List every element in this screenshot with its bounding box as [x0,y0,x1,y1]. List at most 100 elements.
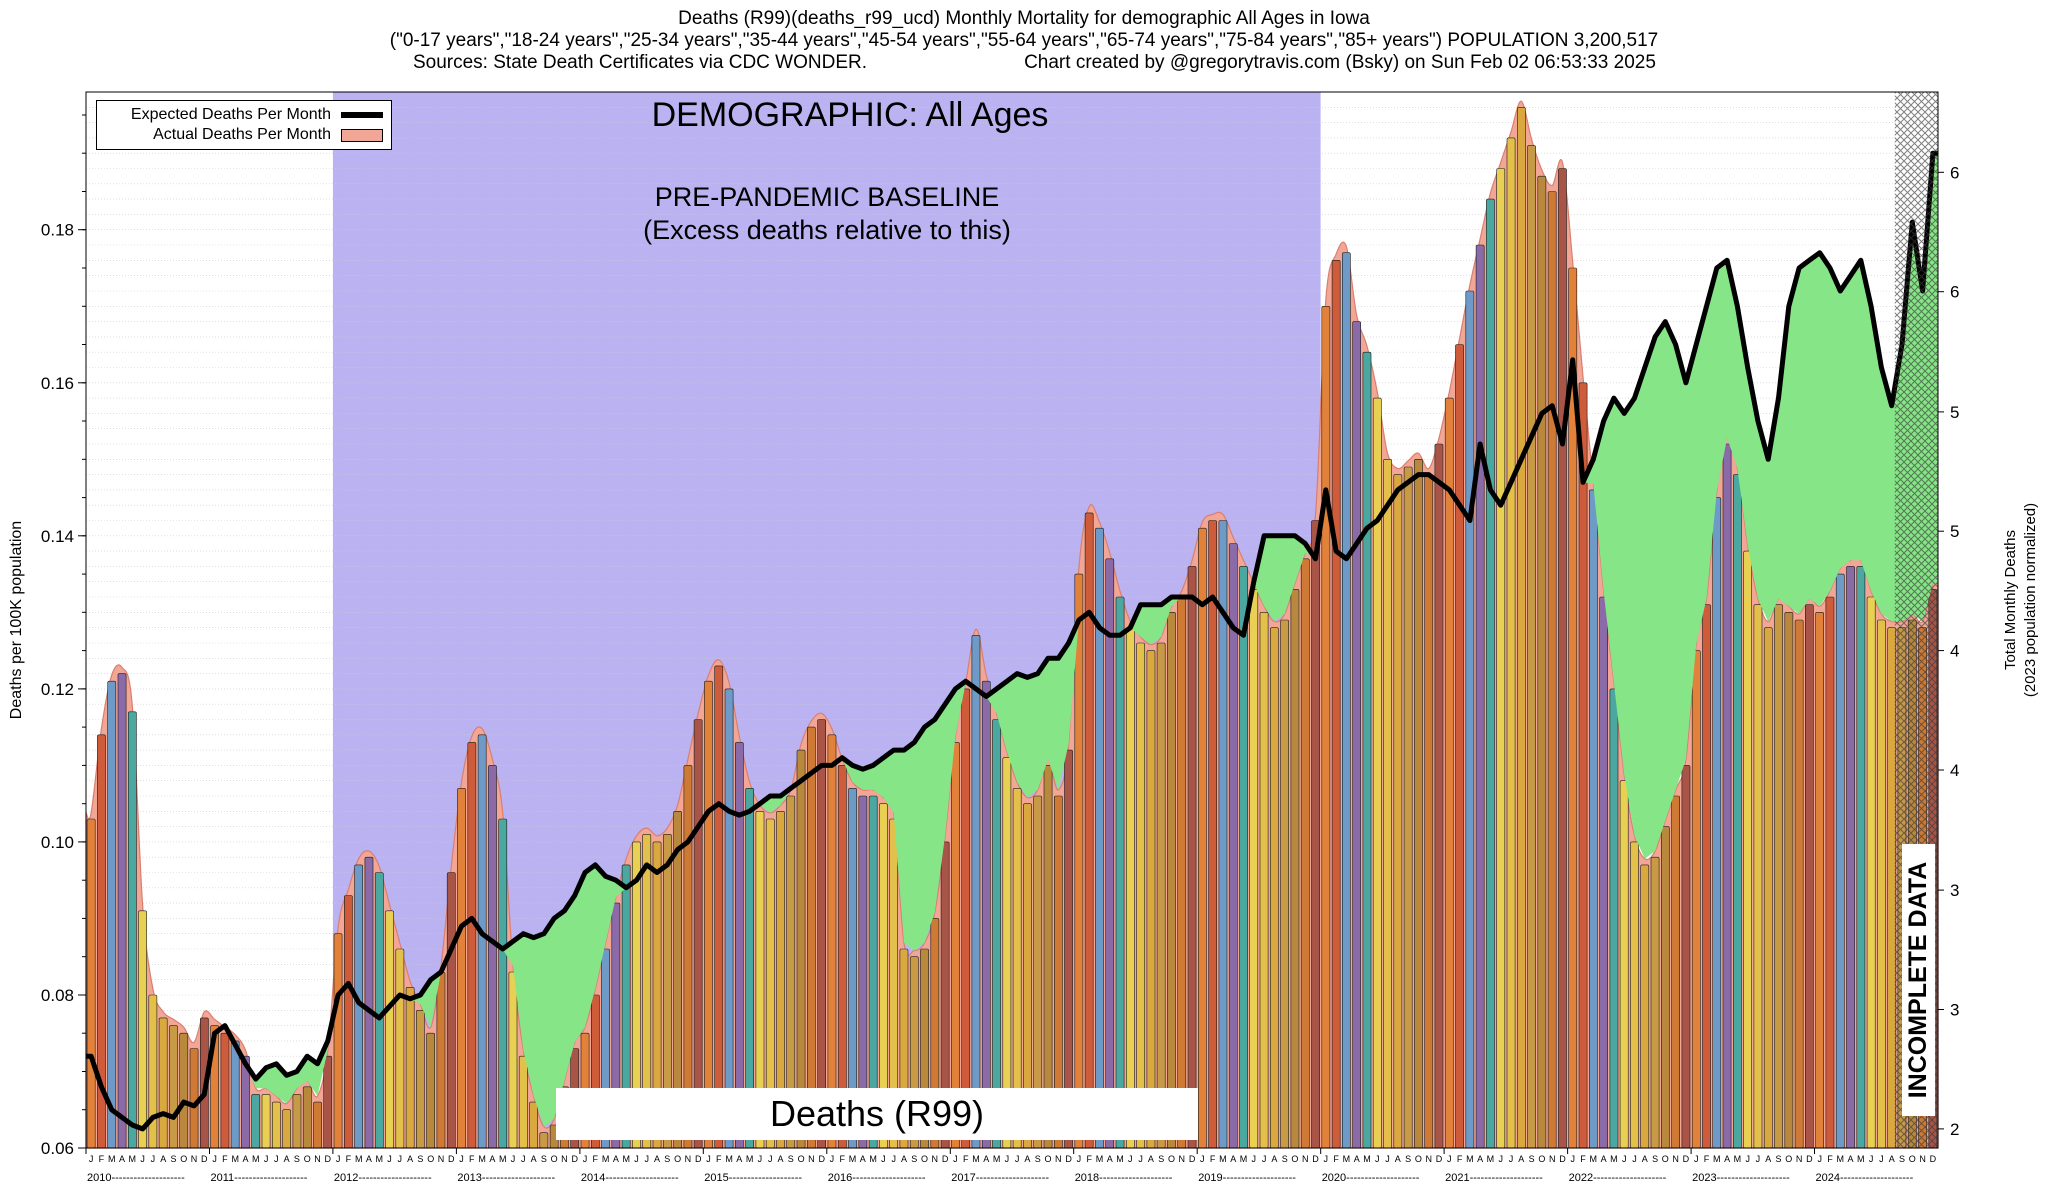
svg-text:A: A [1230,1154,1236,1164]
svg-text:S: S [1775,1154,1781,1164]
svg-text:J: J [151,1154,156,1164]
expected-line [86,150,1938,1132]
svg-text:J: J [1632,1154,1637,1164]
svg-text:3: 3 [1950,881,1959,900]
svg-text:2023--------------------: 2023-------------------- [1692,1172,1790,1184]
svg-text:J: J [264,1154,269,1164]
incomplete-data-label: INCOMPLETE DATA [1902,844,1935,1116]
svg-text:A: A [860,1154,866,1164]
svg-text:N: N [1302,1154,1309,1164]
svg-text:O: O [1909,1154,1916,1164]
svg-text:J: J [1015,1154,1020,1164]
svg-text:F: F [222,1154,228,1164]
svg-text:S: S [541,1154,547,1164]
svg-text:2021--------------------: 2021-------------------- [1445,1172,1543,1184]
right-axis-title-line2: (2023 population normalized) [2022,502,2039,698]
svg-text:A: A [1765,1154,1771,1164]
svg-text:J: J [881,1154,886,1164]
svg-text:2014--------------------: 2014-------------------- [581,1172,679,1184]
svg-text:N: N [438,1154,445,1164]
svg-text:M: M [993,1154,1001,1164]
svg-text:J: J [1128,1154,1133,1164]
svg-text:J: J [768,1154,773,1164]
svg-text:6: 6 [1950,163,1959,182]
svg-text:0.16: 0.16 [41,374,74,393]
svg-text:O: O [921,1154,928,1164]
svg-text:N: N [191,1154,198,1164]
svg-text:2011--------------------: 2011-------------------- [211,1172,308,1184]
svg-text:M: M [1219,1154,1227,1164]
svg-text:J: J [706,1154,711,1164]
svg-text:F: F [593,1154,599,1164]
svg-text:0.14: 0.14 [41,527,74,546]
svg-text:A: A [1642,1154,1648,1164]
svg-text:D: D [942,1154,949,1164]
svg-text:J: J [387,1154,392,1164]
svg-text:A: A [366,1154,372,1164]
svg-text:2016--------------------: 2016-------------------- [828,1172,926,1184]
svg-text:N: N [1425,1154,1432,1164]
svg-text:O: O [798,1154,805,1164]
svg-text:J: J [459,1154,464,1164]
svg-text:M: M [1857,1154,1865,1164]
svg-text:M: M [1837,1154,1845,1164]
svg-text:F: F [469,1154,475,1164]
svg-text:J: J [1694,1154,1699,1164]
svg-text:2015--------------------: 2015-------------------- [704,1172,802,1184]
legend-actual-swatch [341,128,383,142]
svg-text:J: J [644,1154,649,1164]
svg-text:J: J [1756,1154,1761,1164]
svg-text:J: J [1200,1154,1205,1164]
legend: Expected Deaths Per Month Actual Deaths … [96,100,392,150]
svg-text:2010--------------------: 2010-------------------- [87,1172,185,1184]
svg-text:J: J [1570,1154,1575,1164]
svg-text:2020--------------------: 2020-------------------- [1322,1172,1420,1184]
svg-text:S: S [1652,1154,1658,1164]
svg-text:A: A [1024,1154,1030,1164]
svg-text:S: S [1282,1154,1288,1164]
svg-text:O: O [1168,1154,1175,1164]
svg-text:D: D [1930,1154,1937,1164]
svg-text:0.10: 0.10 [41,833,74,852]
svg-text:2: 2 [1950,1120,1959,1139]
svg-text:N: N [932,1154,939,1164]
svg-text:0.06: 0.06 [41,1139,74,1158]
svg-text:J: J [1745,1154,1750,1164]
year-axis-labels: 2010-------------------- 2011------------… [85,1148,1914,1184]
svg-text:A: A [407,1154,413,1164]
svg-text:S: S [788,1154,794,1164]
svg-text:2022--------------------: 2022-------------------- [1569,1172,1667,1184]
svg-text:J: J [1817,1154,1822,1164]
svg-text:M: M [1610,1154,1618,1164]
legend-row-expected: Expected Deaths Per Month [105,105,383,125]
legend-actual-label: Actual Deaths Per Month [153,126,331,143]
svg-text:S: S [170,1154,176,1164]
svg-text:2019--------------------: 2019-------------------- [1198,1172,1296,1184]
svg-text:J: J [1879,1154,1884,1164]
svg-text:S: S [1405,1154,1411,1164]
svg-text:S: S [664,1154,670,1164]
svg-text:M: M [1096,1154,1104,1164]
svg-text:M: M [375,1154,383,1164]
svg-text:O: O [1415,1154,1422,1164]
svg-text:A: A [1847,1154,1853,1164]
svg-text:A: A [1518,1154,1524,1164]
svg-text:J: J [212,1154,217,1164]
svg-text:J: J [1375,1154,1380,1164]
svg-text:J: J [1622,1154,1627,1164]
svg-text:2013--------------------: 2013-------------------- [457,1172,555,1184]
svg-text:D: D [1436,1154,1443,1164]
svg-text:A: A [654,1154,660,1164]
legend-row-actual: Actual Deaths Per Month [105,125,383,145]
svg-text:J: J [398,1154,403,1164]
svg-text:J: J [89,1154,94,1164]
svg-text:M: M [1116,1154,1124,1164]
svg-text:J: J [583,1154,588,1164]
svg-text:O: O [674,1154,681,1164]
svg-text:2012--------------------: 2012-------------------- [334,1172,432,1184]
svg-text:N: N [561,1154,568,1164]
right-axis-title-line1: Total Monthly Deaths [2002,529,2019,671]
svg-text:2017--------------------: 2017-------------------- [951,1172,1049,1184]
svg-text:F: F [716,1154,722,1164]
